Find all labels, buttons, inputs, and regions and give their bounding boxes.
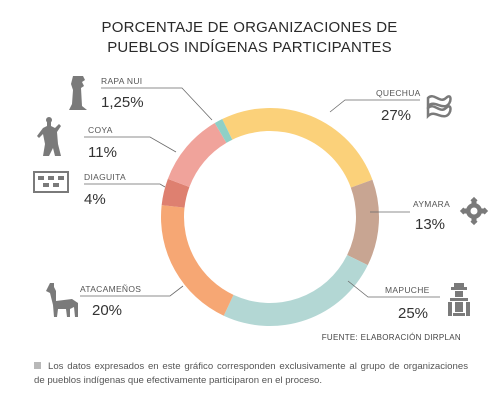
- note-bullet: [34, 362, 41, 369]
- moai-icon: [69, 76, 87, 110]
- slice-coya: [167, 123, 227, 187]
- label-aymara-name: AYMARA: [413, 199, 450, 209]
- label-coya-pct: 11%: [88, 144, 117, 161]
- slice-quechua: [222, 108, 373, 188]
- leader-line-diaguita: [84, 183, 166, 188]
- label-diaguita-pct: 4%: [84, 191, 106, 208]
- label-coya-name: COYA: [88, 125, 113, 135]
- label-mapuche-name: MAPUCHE: [385, 285, 430, 295]
- label-atacamenos-pct: 20%: [92, 302, 122, 319]
- chart-title-line-1: PORCENTAJE DE ORGANIZACIONES DE: [101, 19, 398, 36]
- label-aymara-pct: 13%: [415, 216, 445, 233]
- slice-atacame-os: [161, 205, 234, 316]
- source-note: FUENTE: ELABORACIÓN DIRPLAN: [321, 333, 461, 342]
- sun-gear-icon: [459, 196, 489, 226]
- llama-icon: [46, 283, 78, 317]
- leader-line-coya: [84, 136, 177, 153]
- chart-title: PORCENTAJE DE ORGANIZACIONES DE PUEBLOS …: [0, 18, 499, 58]
- label-mapuche-pct: 25%: [398, 305, 428, 322]
- leader-line-atacamenos: [80, 285, 184, 297]
- mapuche-figure-icon: [448, 283, 470, 316]
- label-quechua-pct: 27%: [381, 107, 411, 124]
- footnote: Los datos expresados en este gráfico cor…: [34, 360, 468, 388]
- label-rapa-nui-pct: 1,25%: [101, 94, 144, 111]
- diaguita-pattern-icon: [33, 171, 69, 193]
- label-rapa-nui-name: RAPA NUI: [101, 76, 142, 86]
- slice-aymara: [347, 179, 379, 266]
- label-diaguita-name: DIAGUITA: [84, 172, 126, 182]
- leader-line-mapuche: [347, 280, 440, 298]
- slice-rapa-nui: [214, 119, 233, 143]
- quechua-pattern-icon: [426, 95, 452, 120]
- slice-mapuche: [223, 254, 368, 326]
- donut-slices: [161, 108, 379, 326]
- footnote-text: Los datos expresados en este gráfico cor…: [34, 361, 468, 386]
- chart-title-line-2: PUEBLOS INDÍGENAS PARTICIPANTES: [107, 39, 392, 56]
- coya-figure-icon: [37, 117, 61, 156]
- leader-line-quechua: [329, 99, 420, 113]
- leader-line-rapa-nui: [101, 87, 213, 121]
- label-atacamenos-name: ATACAMEÑOS: [80, 284, 141, 294]
- slice-diaguita: [161, 178, 190, 208]
- label-quechua-name: QUECHUA: [376, 88, 421, 98]
